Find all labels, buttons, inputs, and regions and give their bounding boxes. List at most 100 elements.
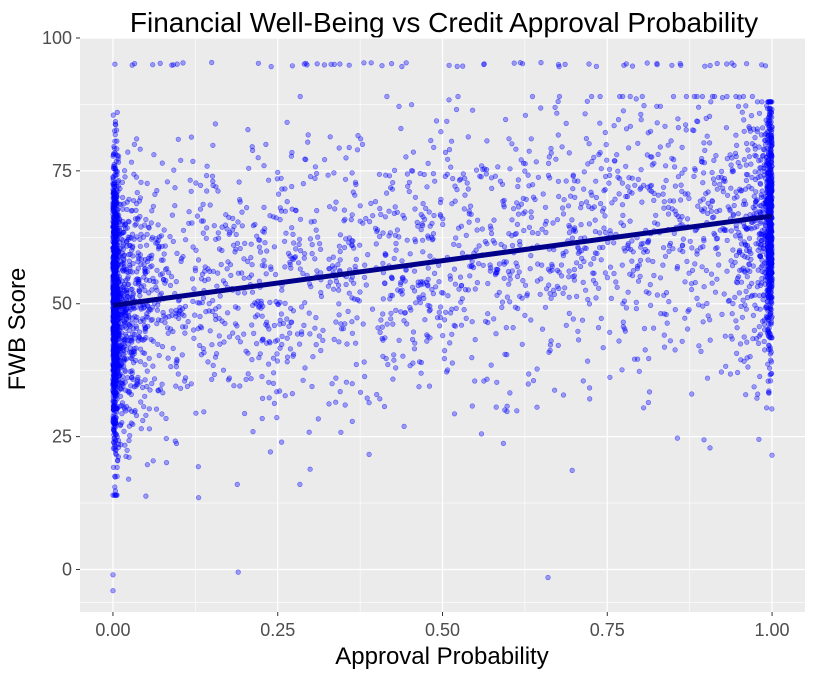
data-point	[700, 319, 706, 325]
data-point	[313, 342, 319, 348]
data-point	[296, 241, 302, 248]
data-point	[115, 438, 122, 444]
data-point	[412, 194, 419, 200]
data-point	[138, 399, 144, 405]
data-point	[203, 235, 209, 241]
data-point	[554, 217, 561, 223]
data-point	[615, 168, 621, 174]
data-point	[113, 212, 119, 218]
data-point	[683, 127, 689, 133]
data-point	[415, 282, 421, 289]
data-point	[727, 208, 733, 214]
data-point	[555, 342, 561, 349]
data-point	[282, 208, 288, 214]
data-point	[450, 176, 456, 182]
data-point	[442, 317, 448, 323]
data-point	[701, 437, 707, 443]
data-point	[293, 208, 299, 214]
data-point	[407, 304, 413, 311]
data-point	[368, 60, 374, 66]
data-point	[487, 268, 493, 274]
data-point	[619, 262, 625, 268]
data-point	[569, 467, 575, 474]
data-point	[548, 145, 554, 152]
data-point	[607, 329, 613, 335]
data-point	[210, 362, 216, 369]
data-point	[507, 276, 513, 282]
data-point	[121, 168, 128, 174]
data-point	[113, 335, 119, 341]
data-point	[161, 251, 167, 257]
data-point	[351, 296, 358, 302]
data-point	[737, 341, 744, 347]
data-point	[297, 236, 303, 242]
data-point	[555, 61, 562, 68]
data-point	[445, 367, 451, 373]
data-point	[720, 185, 726, 191]
data-point	[458, 322, 465, 328]
data-point	[423, 205, 429, 211]
data-point	[112, 421, 118, 427]
data-point	[156, 244, 162, 250]
data-point	[527, 266, 533, 272]
data-point	[355, 133, 361, 139]
data-point	[327, 204, 333, 210]
data-point	[599, 208, 606, 214]
data-point	[464, 180, 470, 186]
data-point	[623, 163, 629, 169]
data-point	[593, 178, 599, 184]
data-point	[581, 169, 587, 175]
data-point	[686, 195, 692, 201]
data-point	[425, 283, 431, 289]
data-point	[535, 261, 541, 267]
data-point	[214, 283, 220, 289]
data-point	[110, 181, 116, 187]
data-point	[264, 340, 270, 346]
data-point	[122, 308, 128, 314]
data-point	[465, 287, 471, 293]
data-point	[297, 216, 304, 222]
data-point	[602, 270, 609, 276]
data-point	[744, 339, 750, 345]
data-point	[766, 139, 772, 145]
data-point	[668, 138, 674, 144]
data-point	[293, 246, 299, 252]
data-point	[762, 347, 768, 353]
data-point	[440, 290, 446, 296]
data-point	[384, 93, 390, 100]
data-point	[157, 386, 163, 392]
data-point	[474, 280, 481, 286]
data-point	[499, 304, 505, 311]
data-point	[682, 315, 688, 321]
data-point	[121, 223, 127, 229]
data-point	[767, 351, 774, 357]
data-point	[340, 326, 347, 332]
data-point	[266, 177, 272, 183]
data-point	[430, 231, 437, 237]
data-point	[152, 191, 158, 197]
data-point	[243, 348, 249, 354]
data-point	[660, 184, 667, 190]
data-point	[349, 238, 355, 244]
data-point	[282, 300, 288, 307]
data-point	[124, 206, 130, 213]
data-point	[348, 277, 354, 283]
data-point	[633, 299, 639, 306]
data-point	[686, 307, 692, 313]
data-point	[734, 369, 741, 376]
data-point	[667, 338, 674, 344]
data-point	[675, 124, 682, 131]
data-point	[158, 233, 164, 239]
data-point	[759, 231, 765, 238]
data-point	[420, 279, 426, 285]
data-point	[702, 147, 708, 153]
data-point	[603, 142, 609, 148]
data-point	[604, 157, 610, 163]
data-point	[306, 310, 312, 316]
data-point	[542, 304, 549, 310]
data-point	[622, 248, 628, 254]
data-point	[393, 247, 399, 253]
data-point	[380, 260, 386, 266]
data-point	[117, 186, 123, 192]
data-point	[237, 383, 243, 389]
